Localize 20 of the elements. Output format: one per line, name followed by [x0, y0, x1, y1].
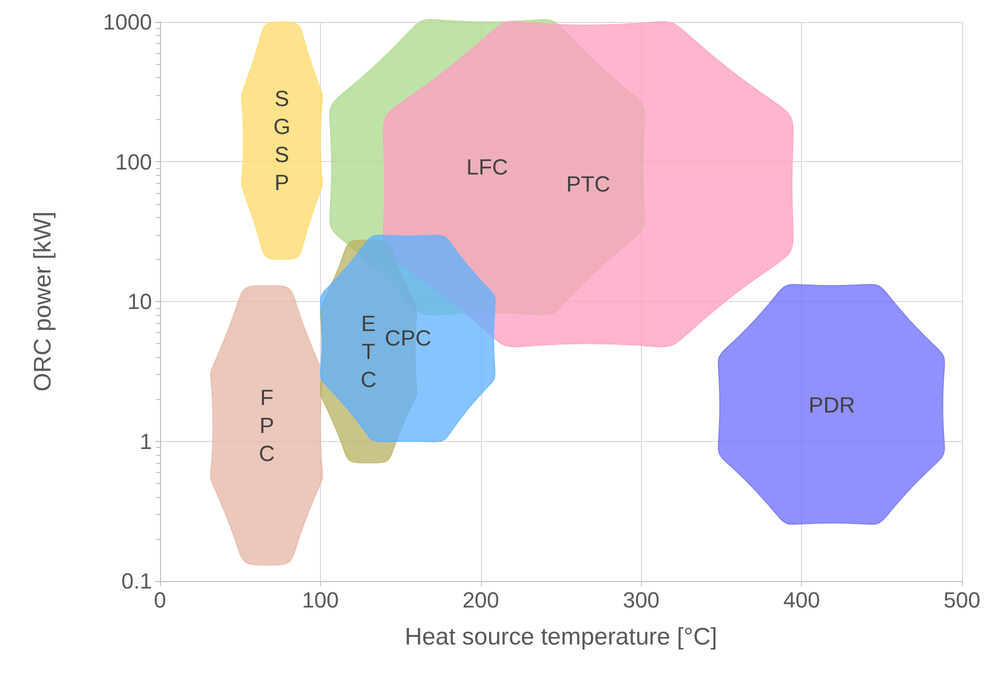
x-tick-label: 100	[302, 588, 339, 612]
y-tick-label: 0.1	[121, 568, 152, 594]
series-label: PDR	[808, 392, 856, 418]
x-tick-label: 400	[783, 588, 820, 612]
y-axis-title: ORC power [kW]	[30, 211, 56, 392]
x-tick-label: 500	[944, 588, 980, 612]
y-tick-label: 100	[115, 149, 152, 174]
series-label: ETC	[360, 310, 377, 392]
x-tick-label: 200	[462, 588, 500, 612]
x-tick-label: 300	[622, 588, 660, 612]
series-label: LFC	[466, 154, 508, 180]
x-axis-title: Heat source temperature [°C]	[404, 624, 718, 650]
series-label: CPC	[384, 325, 432, 350]
series-label: PTC	[566, 172, 610, 197]
series-label: SGSP	[273, 86, 290, 195]
y-tick-label: 1000	[103, 10, 152, 34]
x-tick-label: 0	[154, 588, 166, 612]
y-tick-label: 1	[140, 428, 152, 454]
y-tick-label: 10	[128, 289, 152, 314]
series-label: FPC	[258, 384, 275, 466]
